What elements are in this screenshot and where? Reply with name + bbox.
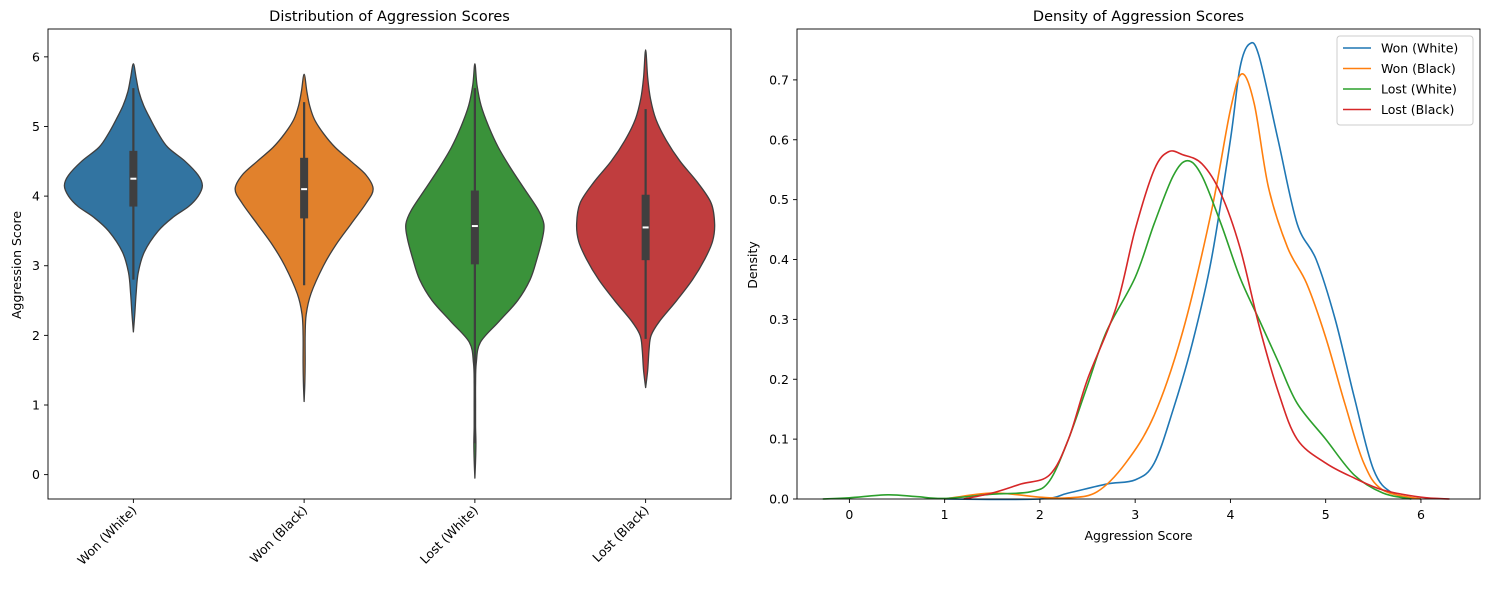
y-tick-label: 2 [32,328,40,343]
density-chart: Density of Aggression Scores Aggression … [745,9,1481,543]
x-tick-label: Lost (White) [417,503,481,567]
y-tick-label: 0.3 [769,312,789,327]
y-tick-label: 5 [32,119,40,134]
density-line-lost-black [963,150,1450,500]
density-y-ticks: 0.0 0.1 0.2 0.3 0.4 0.5 0.6 0.7 [769,72,797,507]
y-tick-label: 1 [32,398,40,413]
y-tick-label: 0 [32,467,40,482]
density-line-won-black [944,73,1422,500]
density-lines [822,41,1450,501]
violin-group [63,49,716,479]
density-legend: Won (White) Won (Black) Lost (White) Lost (… [1336,35,1474,126]
density-plot-frame [796,28,1481,500]
density-chart-title: Density of Aggression Scores [1033,9,1244,25]
x-tick-label: 6 [1417,507,1425,522]
legend-label: Won (White) [1381,41,1458,56]
y-tick-label: 3 [32,258,40,273]
y-tick-label: 0.0 [769,492,789,507]
violin-x-ticks: Won (White) Won (Black) Lost (White) Lost (… [74,499,652,568]
y-tick-label: 0.2 [769,372,789,387]
legend-label: Lost (Black) [1381,102,1454,117]
y-tick-label: 6 [32,49,40,64]
violin-iqr-box [300,157,309,219]
density-line-lost-white [822,159,1412,500]
y-tick-label: 0.1 [769,432,789,447]
violin-plot-frame [47,28,732,500]
x-tick-label: 3 [1131,507,1139,522]
y-tick-label: 0.7 [769,72,789,87]
legend-label: Won (Black) [1381,61,1456,76]
y-tick-label: 0.4 [769,252,789,267]
violin-chart: Distribution of Aggression Scores Aggres… [9,9,732,568]
x-tick-label: 2 [1036,507,1044,522]
density-y-axis-label: Density [745,241,760,289]
density-x-ticks: 0 1 2 3 4 5 6 [845,499,1425,522]
y-tick-label: 0.6 [769,132,789,147]
density-line-won-white [944,41,1422,501]
x-tick-label: 5 [1322,507,1330,522]
violin-iqr-box [470,190,479,265]
y-tick-label: 0.5 [769,192,789,207]
x-tick-label: Won (White) [74,503,139,568]
x-tick-label: 1 [941,507,949,522]
y-tick-label: 4 [32,189,40,204]
legend-box [1336,35,1474,126]
legend-label: Lost (White) [1381,82,1457,97]
violin-chart-title: Distribution of Aggression Scores [269,9,510,25]
violin-y-axis-label: Aggression Score [9,211,24,319]
x-tick-label: 4 [1226,507,1234,522]
x-tick-label: Lost (Black) [589,503,651,565]
violin-y-ticks: 0 1 2 3 4 5 6 [32,49,48,482]
density-x-axis-label: Aggression Score [1084,528,1192,543]
x-tick-label: 0 [845,507,853,522]
x-tick-label: Won (Black) [247,503,310,566]
